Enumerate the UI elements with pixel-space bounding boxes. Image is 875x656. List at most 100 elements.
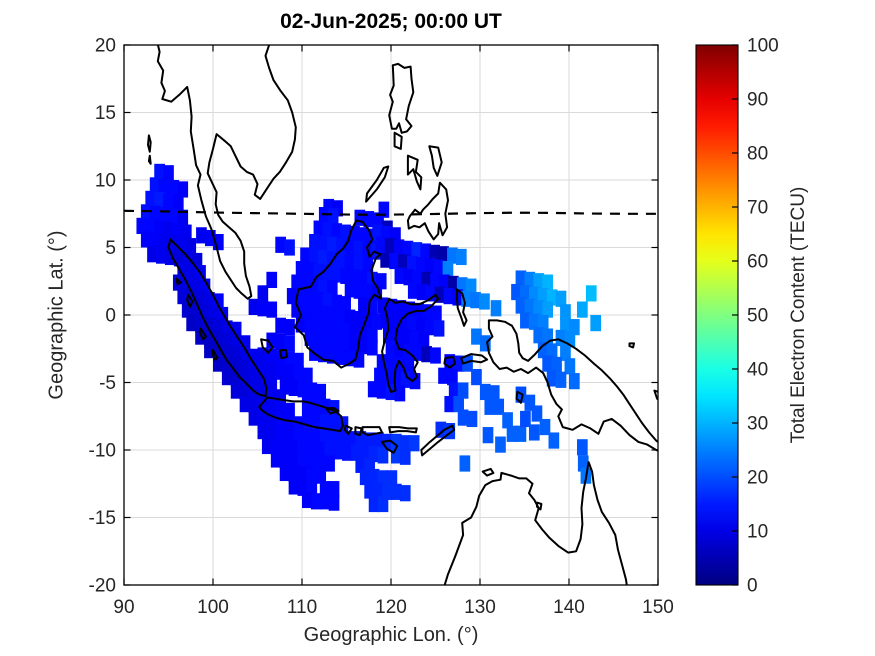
tec-cell [420, 243, 432, 260]
tec-cell [389, 313, 400, 330]
coastline [381, 439, 399, 454]
coastline [361, 426, 384, 437]
tec-cell [403, 358, 415, 375]
tec-cell [182, 251, 194, 268]
tec-cell [353, 255, 365, 272]
tec-cell [455, 248, 467, 266]
tec-cell [480, 383, 491, 401]
coastline [167, 238, 268, 397]
tec-cell [435, 421, 447, 438]
y-tick-label: -20 [89, 576, 116, 597]
tec-cell [319, 493, 331, 510]
tec-cell [389, 252, 400, 270]
tec-cell [284, 364, 295, 382]
tec-cell [335, 252, 347, 270]
tec-cell [156, 247, 167, 264]
tec-cell [306, 454, 318, 471]
tec-cell [331, 321, 343, 338]
tec-cell [555, 329, 567, 347]
tec-cell [284, 414, 295, 432]
tec-cell [291, 274, 302, 291]
tec-cell [407, 282, 419, 299]
tec-cell [284, 425, 295, 442]
tec-cell [326, 347, 338, 364]
tec-cell [295, 289, 307, 306]
tec-cell [376, 382, 388, 399]
tec-cell [275, 236, 286, 253]
tec-cell [266, 375, 278, 392]
tec-cell [213, 319, 224, 336]
tec-cell [257, 374, 269, 391]
tec-cell [393, 239, 405, 256]
coastline [156, 45, 297, 300]
tec-cell [542, 301, 553, 318]
tec-cell [275, 333, 286, 351]
tec-cell [569, 319, 580, 336]
tec-cell [310, 412, 322, 429]
tec-cell [310, 428, 322, 445]
tec-cell [313, 331, 325, 348]
tec-cell [520, 312, 531, 329]
tec-cell [221, 356, 233, 374]
coastline [486, 319, 658, 452]
tec-cell [515, 297, 527, 314]
x-tick-label: 140 [553, 597, 585, 618]
tec-cell [377, 447, 389, 464]
tec-cell [293, 416, 304, 433]
tec-cell [326, 236, 338, 253]
tec-cell [434, 286, 446, 303]
coastline [260, 338, 274, 354]
tec-cell [177, 288, 189, 305]
tec-cell [302, 491, 313, 509]
tec-cell [257, 398, 269, 415]
y-tick-label: -5 [99, 373, 116, 394]
tec-cell [391, 370, 403, 387]
tec-cell [373, 212, 384, 229]
tec-cell [313, 292, 325, 309]
tec-cell [459, 455, 471, 472]
tec-cell [185, 238, 197, 255]
tec-cell [470, 292, 481, 309]
tec-cell [371, 285, 383, 302]
tec-cell [230, 333, 242, 351]
tec-cell [433, 320, 445, 337]
tec-cell [163, 165, 174, 182]
tec-cell [335, 238, 347, 255]
tec-cell [403, 343, 415, 360]
tec-cell [306, 467, 318, 484]
tec-cell [172, 194, 184, 212]
tec-cell [404, 301, 416, 318]
tec-cell [322, 293, 334, 310]
tec-cell [542, 355, 553, 372]
tec-cell [421, 271, 432, 288]
coastline [460, 353, 489, 365]
tec-cell [524, 271, 536, 288]
tec-cell [204, 342, 215, 359]
tec-cell [230, 382, 242, 399]
tec-cell [528, 313, 540, 330]
colorbar-tick-label: 100 [747, 36, 779, 57]
tec-cell [471, 369, 482, 386]
tec-cell [326, 279, 338, 297]
coastline [293, 219, 383, 369]
tec-cell [546, 343, 558, 360]
tec-cell [313, 220, 325, 237]
tec-cell [482, 427, 494, 444]
y-axis-label: Geographic Lat. (°) [45, 230, 68, 400]
tec-cell [275, 413, 286, 430]
tec-cell [149, 205, 161, 222]
tec-cell [394, 356, 406, 374]
tec-cell [542, 274, 553, 291]
coastline [258, 396, 344, 433]
tec-cell [309, 248, 320, 266]
tec-cell [257, 410, 269, 428]
tec-cell [190, 277, 202, 294]
tec-cell [542, 328, 553, 345]
tec-cell [295, 316, 307, 333]
tec-cell [324, 443, 335, 460]
tec-cell [309, 304, 320, 321]
tec-cell [424, 258, 436, 275]
tec-cell [322, 332, 334, 349]
tec-cell [533, 273, 545, 290]
coastline [653, 389, 658, 401]
